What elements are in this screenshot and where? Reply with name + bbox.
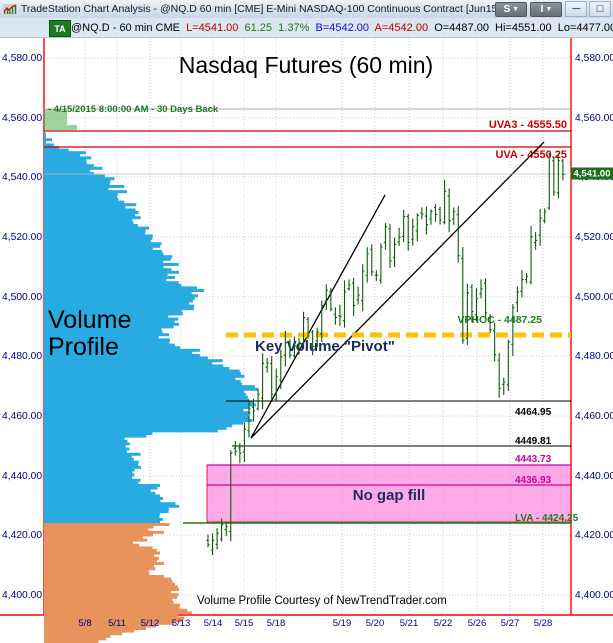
svg-text:4,541.00: 4,541.00 <box>574 169 611 180</box>
svg-text:4,400.00: 4,400.00 <box>2 590 42 601</box>
svg-text:4,420.00: 4,420.00 <box>575 530 613 541</box>
svg-text:4,500.00: 4,500.00 <box>2 292 42 303</box>
svg-text:UVA3 - 4555.50: UVA3 - 4555.50 <box>489 119 567 131</box>
svg-text:Key Volume "Pivot": Key Volume "Pivot" <box>255 338 395 355</box>
svg-text:5/20: 5/20 <box>366 618 385 629</box>
svg-text:Volume Profile Courtesy of New: Volume Profile Courtesy of NewTrendTrade… <box>197 595 447 607</box>
svg-text:LVA - 4424.25: LVA - 4424.25 <box>515 513 579 524</box>
svg-text:4,440.00: 4,440.00 <box>2 471 42 482</box>
svg-text:VPHOC - 4487.25: VPHOC - 4487.25 <box>457 314 542 326</box>
svg-text:5/14: 5/14 <box>204 618 223 629</box>
svg-text:4,500.00: 4,500.00 <box>575 292 613 303</box>
svg-text:No gap fill: No gap fill <box>353 487 426 504</box>
svg-text:5/21: 5/21 <box>400 618 419 629</box>
svg-text:4,460.00: 4,460.00 <box>575 411 613 422</box>
svg-text:4436.93: 4436.93 <box>515 475 552 486</box>
svg-text:4443.73: 4443.73 <box>515 454 552 465</box>
svg-text:Profile: Profile <box>48 333 119 361</box>
svg-text:5/27: 5/27 <box>501 618 520 629</box>
svg-text:4,460.00: 4,460.00 <box>2 411 42 422</box>
svg-text:4,560.00: 4,560.00 <box>575 113 613 124</box>
svg-text:4,540.00: 4,540.00 <box>2 172 42 183</box>
svg-text:5/13: 5/13 <box>172 618 191 629</box>
svg-text:Volume: Volume <box>48 306 131 334</box>
svg-text:4,560.00: 4,560.00 <box>2 113 42 124</box>
svg-text:- 4/15/2015 8:00:00 AM - 30 Da: - 4/15/2015 8:00:00 AM - 30 Days Back <box>48 104 219 115</box>
svg-text:5/18: 5/18 <box>267 618 286 629</box>
svg-text:4464.95: 4464.95 <box>515 407 552 418</box>
svg-text:5/26: 5/26 <box>468 618 487 629</box>
svg-text:4,480.00: 4,480.00 <box>575 351 613 362</box>
svg-text:4,440.00: 4,440.00 <box>575 471 613 482</box>
svg-text:4,580.00: 4,580.00 <box>575 53 613 64</box>
svg-text:5/28: 5/28 <box>534 618 553 629</box>
svg-text:4,520.00: 4,520.00 <box>575 232 613 243</box>
svg-text:4,520.00: 4,520.00 <box>2 232 42 243</box>
svg-text:4,420.00: 4,420.00 <box>2 530 42 541</box>
svg-text:Nasdaq Futures (60 min): Nasdaq Futures (60 min) <box>179 52 433 78</box>
svg-text:5/19: 5/19 <box>333 618 352 629</box>
svg-text:5/12: 5/12 <box>141 618 160 629</box>
svg-text:5/8: 5/8 <box>78 618 91 629</box>
svg-text:4,480.00: 4,480.00 <box>2 351 42 362</box>
svg-text:4,400.00: 4,400.00 <box>575 590 613 601</box>
svg-text:5/22: 5/22 <box>434 618 453 629</box>
svg-text:5/11: 5/11 <box>108 618 126 629</box>
svg-text:4,580.00: 4,580.00 <box>2 53 42 64</box>
svg-text:5/15: 5/15 <box>235 618 254 629</box>
svg-text:4449.81: 4449.81 <box>515 436 552 447</box>
